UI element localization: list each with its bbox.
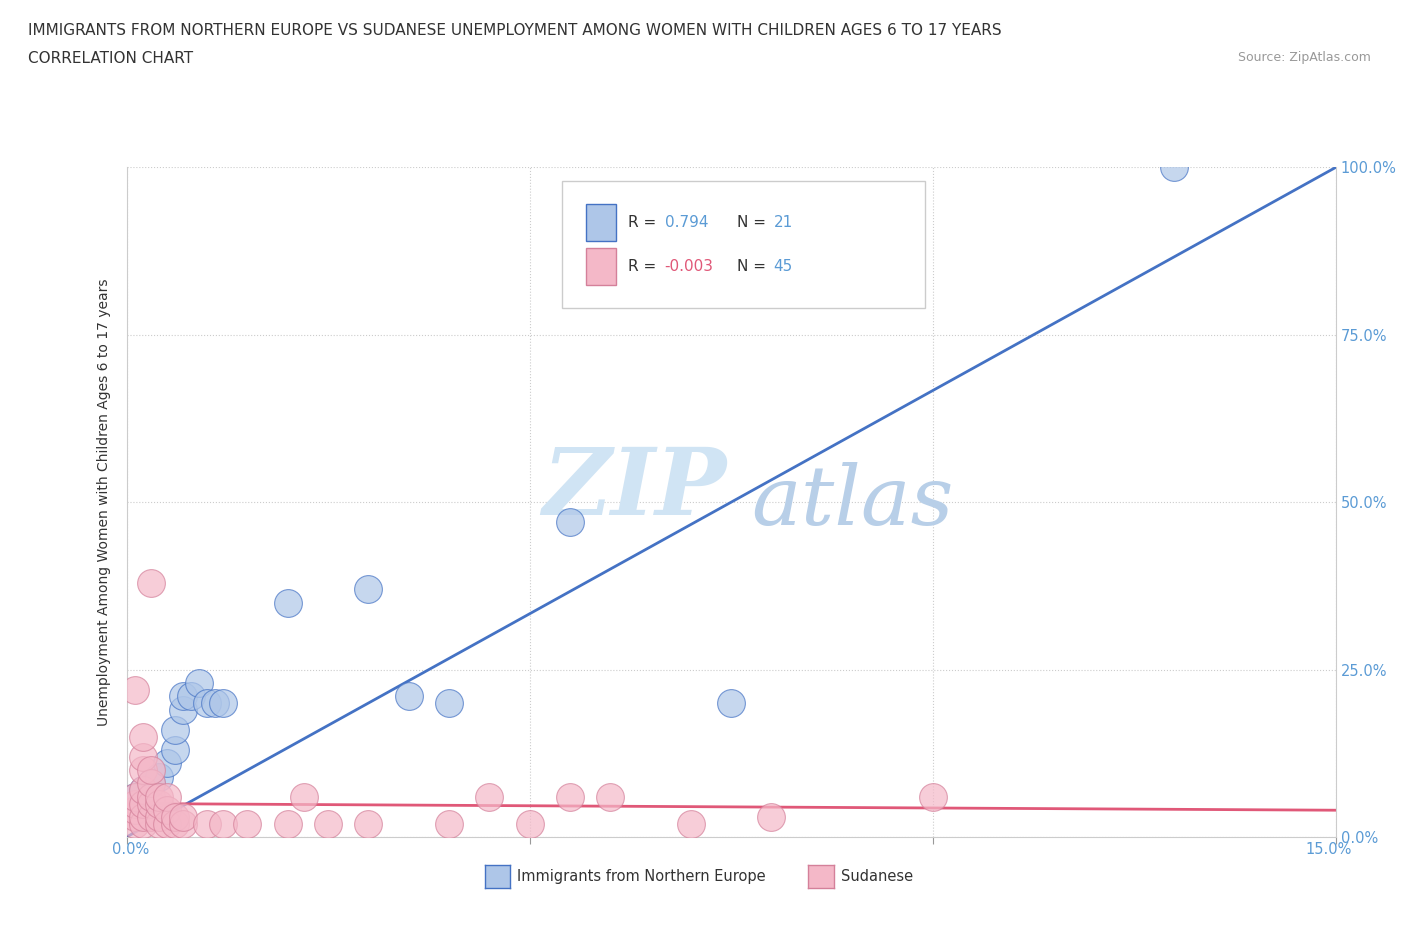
Point bbox=[720, 696, 742, 711]
Text: CORRELATION CHART: CORRELATION CHART bbox=[28, 51, 193, 66]
Point bbox=[277, 817, 299, 831]
Point bbox=[131, 817, 153, 831]
Point bbox=[156, 790, 179, 804]
Text: 21: 21 bbox=[773, 216, 793, 231]
Point bbox=[478, 790, 501, 804]
Point bbox=[139, 776, 162, 790]
Point bbox=[163, 809, 186, 824]
Point bbox=[148, 809, 170, 824]
Point bbox=[679, 817, 702, 831]
Point bbox=[131, 783, 153, 798]
Point bbox=[139, 575, 162, 590]
Point bbox=[172, 689, 194, 704]
FancyBboxPatch shape bbox=[586, 205, 616, 241]
Point bbox=[398, 689, 420, 704]
Point bbox=[599, 790, 621, 804]
Point bbox=[124, 796, 146, 811]
FancyBboxPatch shape bbox=[586, 247, 616, 285]
Point bbox=[156, 756, 179, 771]
Point bbox=[148, 769, 170, 784]
Point bbox=[124, 809, 146, 824]
Text: 0.0%: 0.0% bbox=[112, 842, 149, 857]
Point bbox=[1163, 160, 1185, 175]
Text: R =: R = bbox=[628, 259, 661, 274]
Point bbox=[316, 817, 339, 831]
Text: ZIP: ZIP bbox=[543, 444, 727, 534]
Point bbox=[277, 595, 299, 610]
Point bbox=[357, 817, 380, 831]
Point bbox=[204, 696, 226, 711]
Text: Sudanese: Sudanese bbox=[841, 870, 912, 884]
Point bbox=[131, 763, 153, 777]
Point bbox=[195, 817, 218, 831]
Point bbox=[148, 817, 170, 831]
Text: atlas: atlas bbox=[751, 462, 953, 542]
Point bbox=[212, 696, 235, 711]
Point bbox=[163, 742, 186, 757]
Point bbox=[124, 683, 146, 698]
Point bbox=[437, 696, 460, 711]
Point bbox=[921, 790, 943, 804]
Text: Immigrants from Northern Europe: Immigrants from Northern Europe bbox=[517, 870, 766, 884]
Point bbox=[761, 809, 783, 824]
Point bbox=[437, 817, 460, 831]
Point bbox=[519, 817, 541, 831]
Point bbox=[558, 790, 581, 804]
Point bbox=[236, 817, 259, 831]
Text: N =: N = bbox=[737, 216, 770, 231]
Point bbox=[212, 817, 235, 831]
Point bbox=[131, 783, 153, 798]
Point bbox=[188, 675, 211, 690]
Text: Source: ZipAtlas.com: Source: ZipAtlas.com bbox=[1237, 51, 1371, 64]
Point bbox=[357, 582, 380, 597]
Point bbox=[131, 729, 153, 744]
Text: N =: N = bbox=[737, 259, 770, 274]
Point bbox=[558, 515, 581, 530]
Point bbox=[163, 723, 186, 737]
Point bbox=[139, 790, 162, 804]
Point bbox=[124, 790, 146, 804]
Point bbox=[172, 817, 194, 831]
Point bbox=[172, 702, 194, 717]
Y-axis label: Unemployment Among Women with Children Ages 6 to 17 years: Unemployment Among Women with Children A… bbox=[97, 278, 111, 726]
Point bbox=[139, 776, 162, 790]
Point bbox=[131, 809, 153, 824]
Text: -0.003: -0.003 bbox=[665, 259, 714, 274]
Text: 15.0%: 15.0% bbox=[1306, 842, 1351, 857]
Point bbox=[124, 803, 146, 817]
Point bbox=[124, 817, 146, 831]
Point bbox=[292, 790, 315, 804]
Point bbox=[148, 796, 170, 811]
Text: 0.794: 0.794 bbox=[665, 216, 709, 231]
Text: R =: R = bbox=[628, 216, 661, 231]
Text: 45: 45 bbox=[773, 259, 793, 274]
Point bbox=[180, 689, 202, 704]
Point bbox=[131, 750, 153, 764]
Text: IMMIGRANTS FROM NORTHERN EUROPE VS SUDANESE UNEMPLOYMENT AMONG WOMEN WITH CHILDR: IMMIGRANTS FROM NORTHERN EUROPE VS SUDAN… bbox=[28, 23, 1001, 38]
Point bbox=[156, 803, 179, 817]
Point bbox=[195, 696, 218, 711]
Point bbox=[139, 809, 162, 824]
Point bbox=[139, 796, 162, 811]
Point bbox=[172, 809, 194, 824]
Point bbox=[124, 790, 146, 804]
Point bbox=[131, 796, 153, 811]
Point bbox=[139, 763, 162, 777]
Point bbox=[148, 790, 170, 804]
FancyBboxPatch shape bbox=[562, 180, 925, 308]
Point bbox=[156, 817, 179, 831]
Point bbox=[163, 817, 186, 831]
